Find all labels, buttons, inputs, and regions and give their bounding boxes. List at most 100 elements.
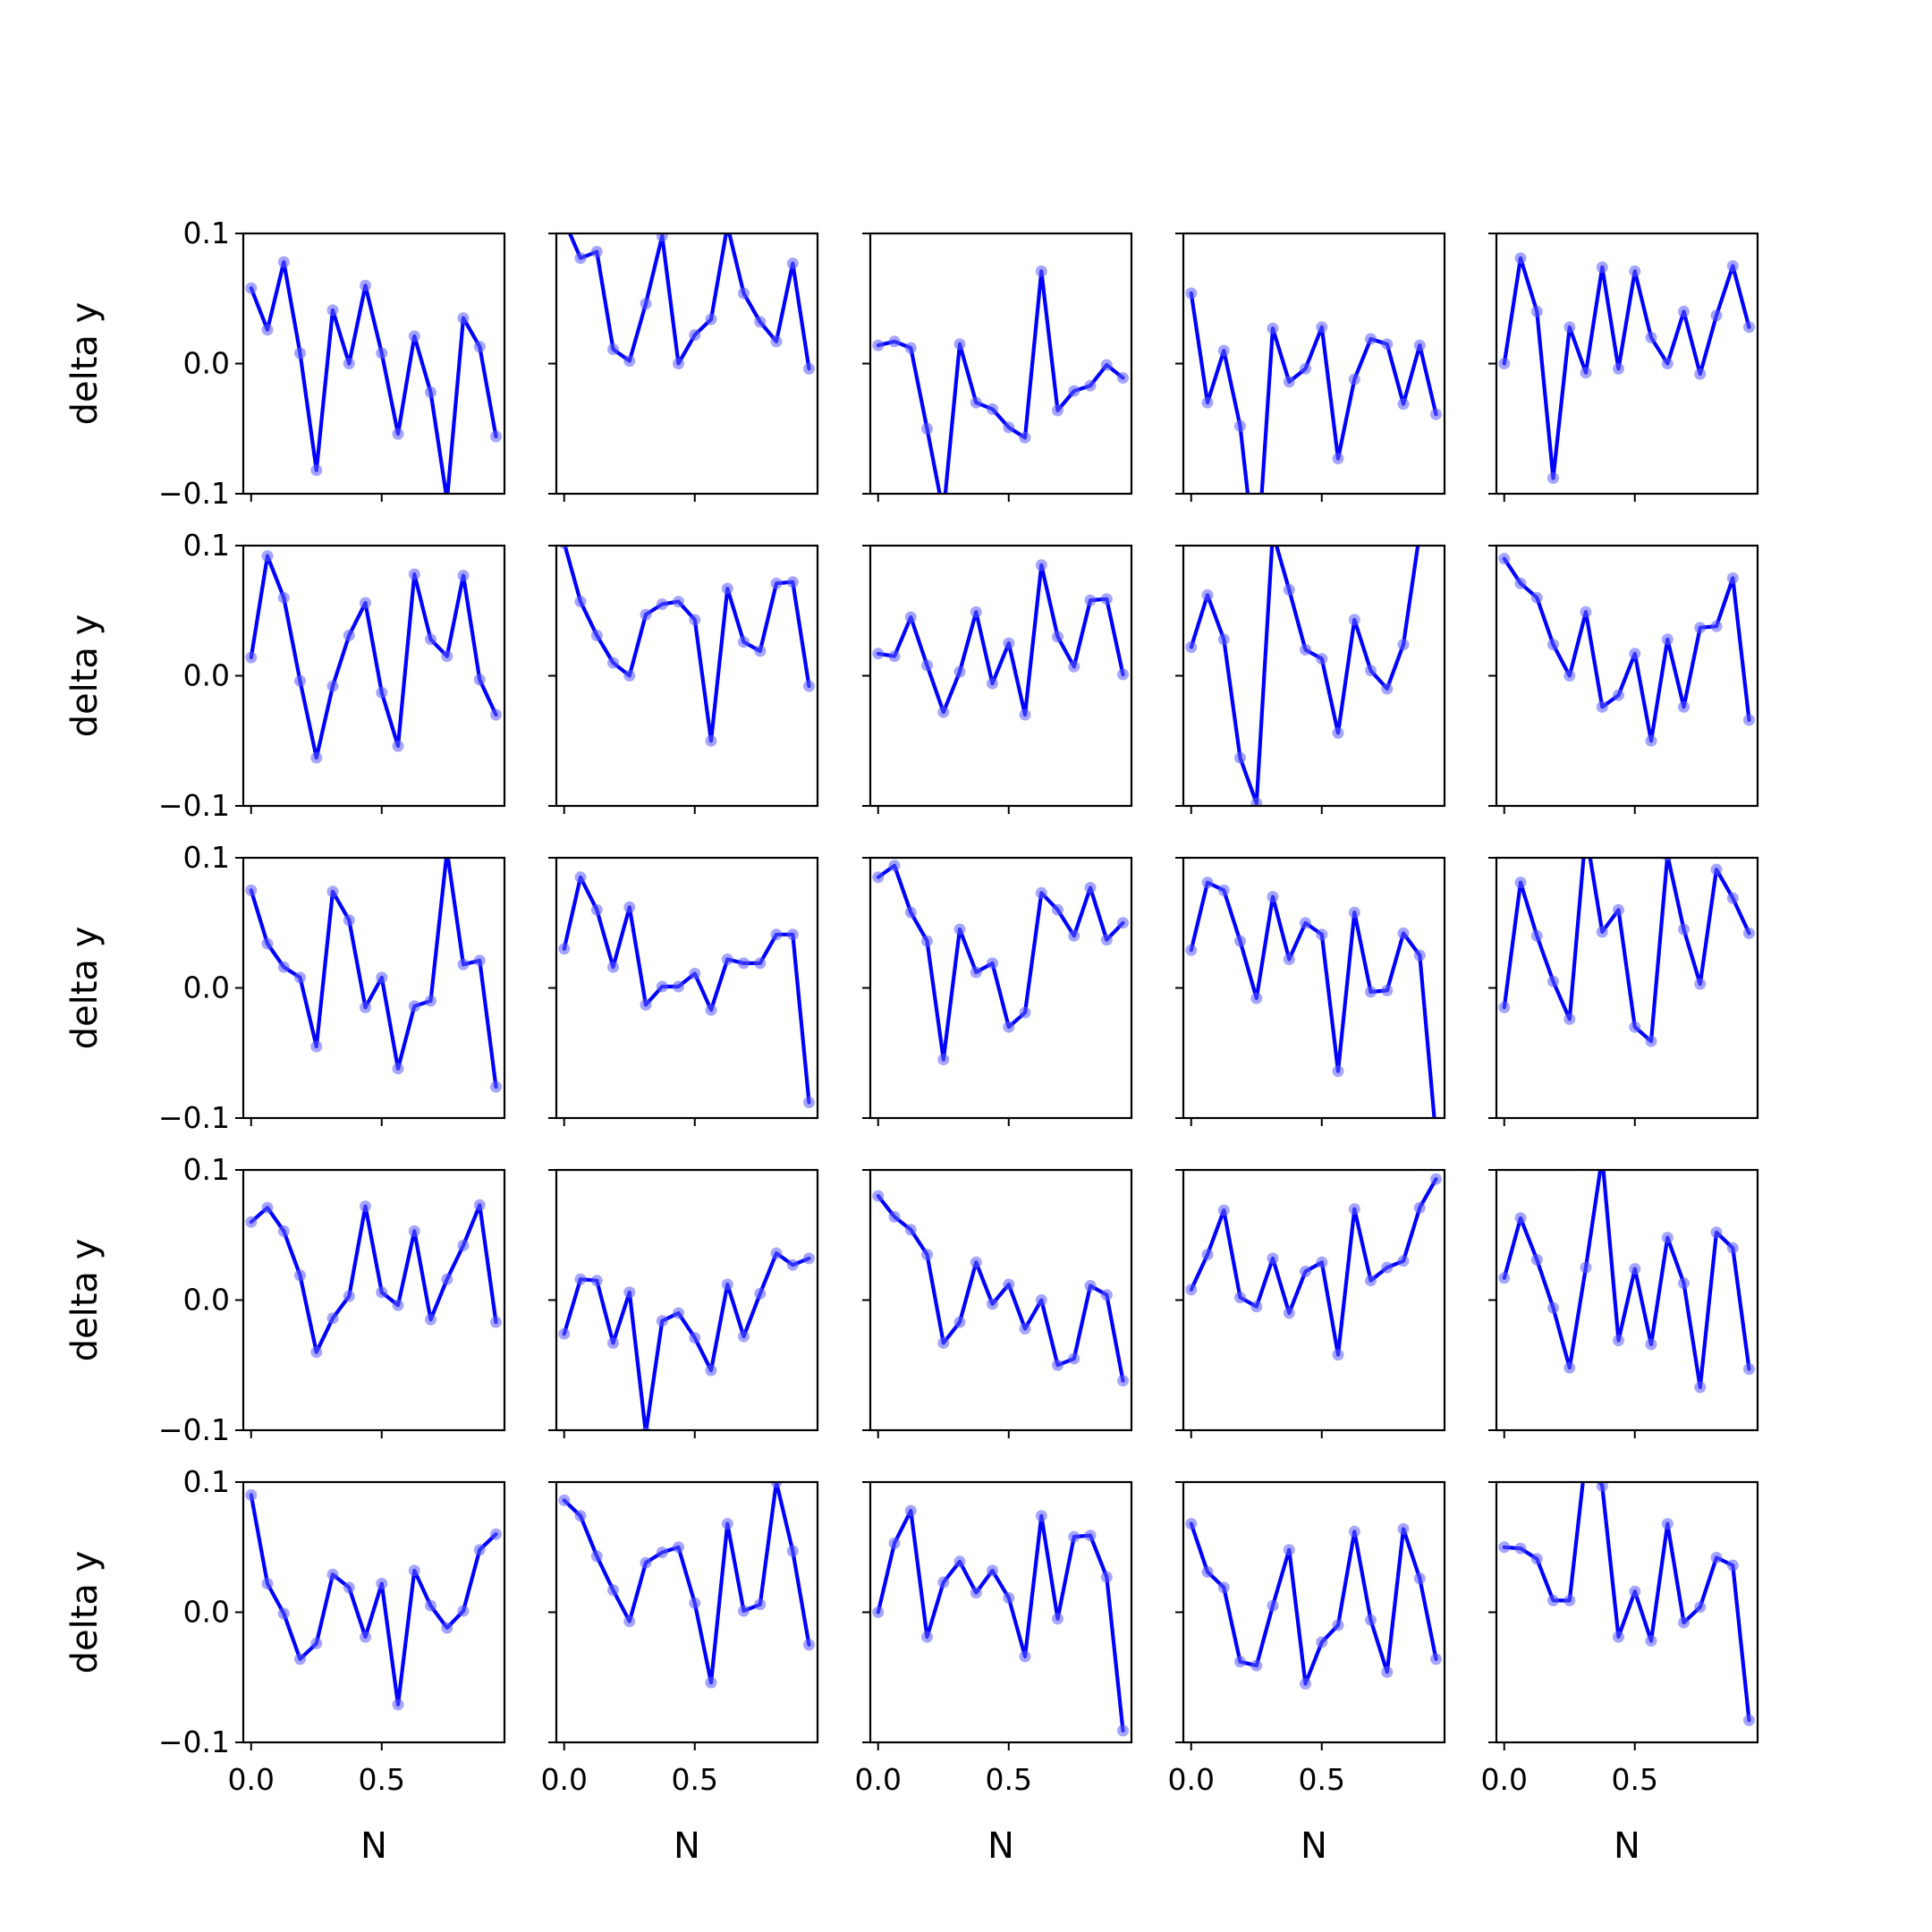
data-point: [770, 928, 783, 941]
data-point: [558, 1494, 571, 1506]
data-point: [607, 343, 619, 355]
data-point: [953, 1316, 966, 1328]
data-point: [770, 1482, 783, 1488]
data-point: [1348, 906, 1360, 919]
x-axis-label: N: [987, 1826, 1014, 1867]
data-point: [343, 1290, 355, 1302]
data-point: [1498, 553, 1511, 565]
data-point: [1316, 928, 1328, 941]
data-point: [277, 961, 290, 973]
data-point: [1726, 259, 1739, 272]
data-point: [607, 657, 619, 669]
data-point: [1726, 572, 1739, 584]
subplot-r3-c4: [1175, 856, 1446, 1126]
series-line: [876, 1508, 1125, 1733]
data-point: [1710, 1226, 1723, 1239]
data-point: [1710, 620, 1723, 632]
data-point: [904, 1224, 917, 1236]
data-point: [590, 1550, 603, 1563]
data-point: [1678, 700, 1690, 713]
series-group: [1185, 1518, 1442, 1690]
data-point: [1430, 408, 1442, 420]
y-tick-label: 0.0: [183, 1283, 230, 1318]
data-point: [1117, 372, 1129, 384]
data-point: [1283, 584, 1295, 596]
x-tick-label: 0.5: [672, 1762, 718, 1797]
data-point: [1117, 668, 1129, 681]
data-point: [1694, 1381, 1707, 1394]
x-tick-label: 0.5: [359, 1762, 405, 1797]
data-point: [1563, 1594, 1576, 1606]
series-line: [1189, 291, 1438, 494]
data-point: [1413, 339, 1426, 352]
series-group: [872, 1190, 1129, 1387]
data-point: [705, 1004, 717, 1016]
data-point: [376, 347, 388, 360]
data-point: [408, 1000, 420, 1013]
data-point: [738, 1330, 750, 1343]
data-point: [1068, 385, 1080, 397]
data-point: [1381, 682, 1394, 695]
data-point: [770, 577, 783, 589]
data-point: [457, 570, 470, 581]
data-point: [360, 279, 371, 292]
data-point: [937, 1576, 950, 1589]
data-point: [1613, 362, 1624, 375]
series-line: [876, 1193, 1125, 1383]
data-point: [392, 1063, 404, 1075]
data-point: [558, 943, 571, 955]
data-point: [1613, 1335, 1624, 1347]
data-point: [803, 1639, 815, 1651]
data-point: [1250, 797, 1263, 806]
data-point: [1645, 734, 1657, 747]
series-line: [876, 269, 1125, 494]
data-point: [1185, 1518, 1198, 1530]
series-line: [249, 1203, 498, 1354]
data-point: [607, 961, 619, 973]
series-group: [558, 1247, 815, 1430]
subplot-r4-c3: [862, 1168, 1133, 1438]
series-group: [567, 233, 815, 375]
data-point: [970, 1587, 982, 1599]
series-line: [876, 563, 1125, 717]
data-point: [457, 1605, 470, 1617]
data-point: [310, 1637, 323, 1649]
data-point: [1019, 1006, 1031, 1019]
y-tick-label: 0.1: [183, 840, 230, 875]
data-point: [1052, 1359, 1063, 1371]
data-point: [376, 686, 388, 699]
data-point: [1726, 1241, 1739, 1254]
data-point: [1003, 1592, 1015, 1604]
data-point: [1661, 1232, 1674, 1244]
data-point: [360, 1200, 371, 1213]
data-point: [1547, 975, 1559, 987]
data-point: [1052, 1613, 1063, 1625]
data-point: [1563, 670, 1576, 682]
data-point: [673, 1307, 684, 1319]
data-point: [689, 1332, 701, 1344]
data-point: [689, 1597, 701, 1609]
data-point: [888, 1210, 901, 1223]
data-point: [1084, 1280, 1097, 1292]
data-point: [1332, 1619, 1344, 1631]
data-point: [245, 1489, 258, 1501]
data-point: [490, 430, 502, 443]
data-point: [1613, 689, 1624, 701]
data-point: [689, 968, 701, 979]
data-point: [1117, 1375, 1129, 1387]
data-point: [1100, 1571, 1113, 1583]
data-point: [656, 1315, 668, 1327]
data-point: [1661, 633, 1674, 646]
data-point: [310, 1346, 323, 1359]
data-point: [656, 980, 668, 993]
x-axis-label: N: [674, 1826, 700, 1867]
data-point: [1084, 379, 1097, 392]
series-group: [1185, 877, 1436, 1118]
data-point: [656, 1546, 668, 1559]
data-point: [408, 330, 420, 343]
x-axis-label: N: [360, 1826, 387, 1867]
data-point: [1100, 593, 1113, 606]
data-point: [1514, 252, 1527, 265]
subplot-r3-c3: [862, 856, 1133, 1126]
data-point: [1348, 1203, 1360, 1216]
